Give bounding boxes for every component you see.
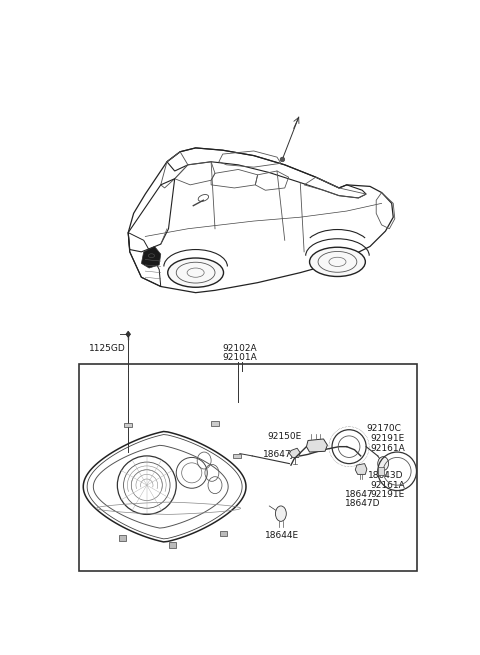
Bar	[169, 542, 176, 548]
Bar	[378, 468, 384, 475]
Ellipse shape	[378, 457, 389, 470]
Polygon shape	[355, 464, 367, 474]
Text: 18647J: 18647J	[263, 450, 294, 459]
Text: 92191E: 92191E	[370, 490, 404, 499]
Bar	[79, 364, 417, 571]
Text: 92150E: 92150E	[268, 432, 302, 441]
Bar	[211, 421, 219, 426]
Text: 92102A: 92102A	[223, 345, 257, 353]
Ellipse shape	[276, 506, 286, 521]
Polygon shape	[306, 439, 327, 452]
Ellipse shape	[310, 247, 365, 276]
Text: 92101A: 92101A	[223, 354, 257, 362]
Text: 18643D: 18643D	[369, 470, 404, 479]
Text: 92161A: 92161A	[370, 445, 405, 453]
Text: 1125GD: 1125GD	[89, 345, 126, 353]
Text: 92161A: 92161A	[370, 481, 405, 490]
Polygon shape	[126, 331, 131, 337]
Text: 92191E: 92191E	[370, 434, 404, 443]
Circle shape	[280, 157, 285, 162]
Text: 92170C: 92170C	[366, 424, 401, 434]
Polygon shape	[289, 448, 300, 457]
Bar	[220, 531, 227, 536]
Text: 18647D: 18647D	[345, 499, 381, 508]
Text: 18644E: 18644E	[265, 531, 300, 540]
Polygon shape	[142, 246, 161, 268]
Bar	[233, 454, 240, 458]
Ellipse shape	[168, 258, 224, 288]
Bar	[119, 535, 126, 540]
Bar	[124, 422, 132, 428]
Text: 18647: 18647	[345, 490, 374, 499]
